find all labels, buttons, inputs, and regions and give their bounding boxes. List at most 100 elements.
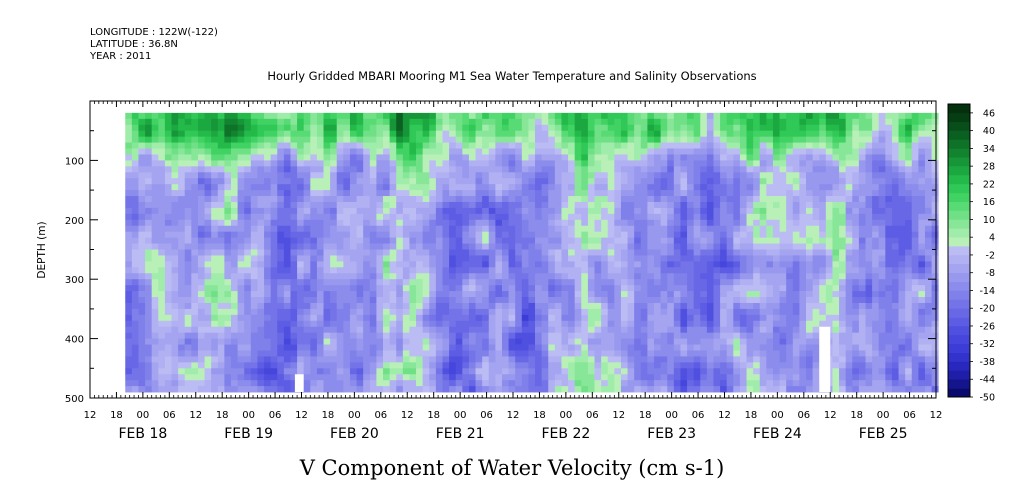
heatmap-cell	[138, 178, 146, 185]
heatmap-cell	[554, 380, 562, 387]
heatmap-cell	[184, 166, 192, 173]
heatmap-cell	[323, 273, 331, 280]
heatmap-cell	[713, 285, 721, 292]
heatmap-cell	[687, 291, 695, 298]
heatmap-cell	[330, 160, 338, 167]
heatmap-cell	[217, 344, 225, 351]
heatmap-cell	[812, 154, 820, 161]
heatmap-cell	[706, 308, 714, 316]
heatmap-cell	[435, 386, 443, 393]
heatmap-cell	[488, 160, 496, 167]
heatmap-cell	[396, 302, 404, 310]
heatmap-cell	[541, 249, 549, 256]
heatmap-cell	[799, 356, 807, 363]
heatmap-cell	[521, 374, 529, 381]
heatmap-cell	[422, 279, 430, 286]
heatmap-cell	[264, 112, 272, 120]
heatmap-cell	[138, 326, 146, 334]
heatmap-cell	[786, 166, 794, 173]
heatmap-cell	[376, 124, 384, 132]
heatmap-cell	[316, 201, 324, 209]
heatmap-cell	[363, 118, 371, 126]
heatmap-cell	[217, 243, 225, 250]
heatmap-cell	[799, 314, 807, 322]
heatmap-cell	[720, 332, 728, 339]
heatmap-cell	[310, 225, 318, 233]
heatmap-cell	[138, 225, 146, 233]
heatmap-cell	[217, 118, 225, 126]
heatmap-cell	[687, 249, 695, 256]
heatmap-cell	[739, 350, 747, 357]
heatmap-cell	[614, 267, 622, 274]
heatmap-cell	[257, 231, 265, 239]
heatmap-cell	[687, 374, 695, 381]
heatmap-cell	[528, 148, 536, 155]
heatmap-cell	[237, 201, 245, 209]
heatmap-cell	[772, 166, 780, 173]
heatmap-cell	[766, 261, 774, 268]
heatmap-cell	[138, 166, 146, 173]
heatmap-cell	[197, 344, 205, 351]
heatmap-cell	[521, 225, 529, 233]
heatmap-cell	[786, 356, 794, 363]
heatmap-cell	[184, 273, 192, 280]
heatmap-cell	[634, 184, 642, 191]
heatmap-cell	[568, 302, 576, 310]
heatmap-cell	[554, 243, 562, 250]
heatmap-cell	[515, 285, 523, 292]
heatmap-cell	[634, 356, 642, 363]
heatmap-cell	[495, 112, 503, 120]
heatmap-cell	[462, 142, 470, 149]
heatmap-cell	[125, 302, 133, 310]
heatmap-cell	[521, 178, 529, 185]
heatmap-cell	[587, 142, 595, 149]
heatmap-cell	[389, 237, 397, 244]
heatmap-cell	[779, 308, 787, 316]
heatmap-cell	[574, 308, 582, 316]
heatmap-cell	[158, 130, 166, 138]
heatmap-cell	[799, 184, 807, 191]
heatmap-cell	[125, 142, 133, 149]
heatmap-cell	[178, 368, 186, 375]
heatmap-cell	[197, 368, 205, 375]
heatmap-cell	[264, 308, 272, 316]
heatmap-cell	[554, 326, 562, 334]
heatmap-cell	[349, 326, 357, 334]
heatmap-cell	[336, 285, 344, 292]
heatmap-cell	[753, 178, 761, 185]
heatmap-cell	[409, 273, 417, 280]
heatmap-cell	[746, 255, 754, 262]
heatmap-cell	[495, 302, 503, 310]
heatmap-cell	[217, 273, 225, 280]
heatmap-cell	[515, 160, 523, 167]
heatmap-cell	[422, 213, 430, 221]
heatmap-cell	[799, 344, 807, 351]
heatmap-cell	[535, 112, 543, 120]
heatmap-cell	[766, 213, 774, 221]
heatmap-cell	[435, 190, 443, 197]
heatmap-cell	[297, 118, 305, 126]
heatmap-cell	[290, 362, 298, 369]
heatmap-cell	[244, 160, 252, 167]
heatmap-cell	[475, 112, 483, 120]
heatmap-cell	[687, 142, 695, 149]
heatmap-cell	[389, 207, 397, 215]
heatmap-cell	[667, 350, 675, 357]
heatmap-cell	[264, 237, 272, 244]
heatmap-cell	[607, 297, 615, 304]
heatmap-cell	[680, 291, 688, 298]
heatmap-cell	[191, 308, 199, 316]
heatmap-cell	[224, 184, 232, 191]
heatmap-cell	[812, 172, 820, 179]
heatmap-cell	[713, 196, 721, 203]
heatmap-cell	[548, 142, 556, 149]
heatmap-cell	[825, 154, 833, 161]
heatmap-cell	[270, 332, 278, 339]
heatmap-cell	[396, 368, 404, 375]
heatmap-cell	[581, 344, 589, 351]
heatmap-cell	[515, 166, 523, 173]
heatmap-cell	[376, 243, 384, 250]
heatmap-cell	[125, 207, 133, 215]
heatmap-cell	[125, 201, 133, 209]
heatmap-cell	[257, 285, 265, 292]
